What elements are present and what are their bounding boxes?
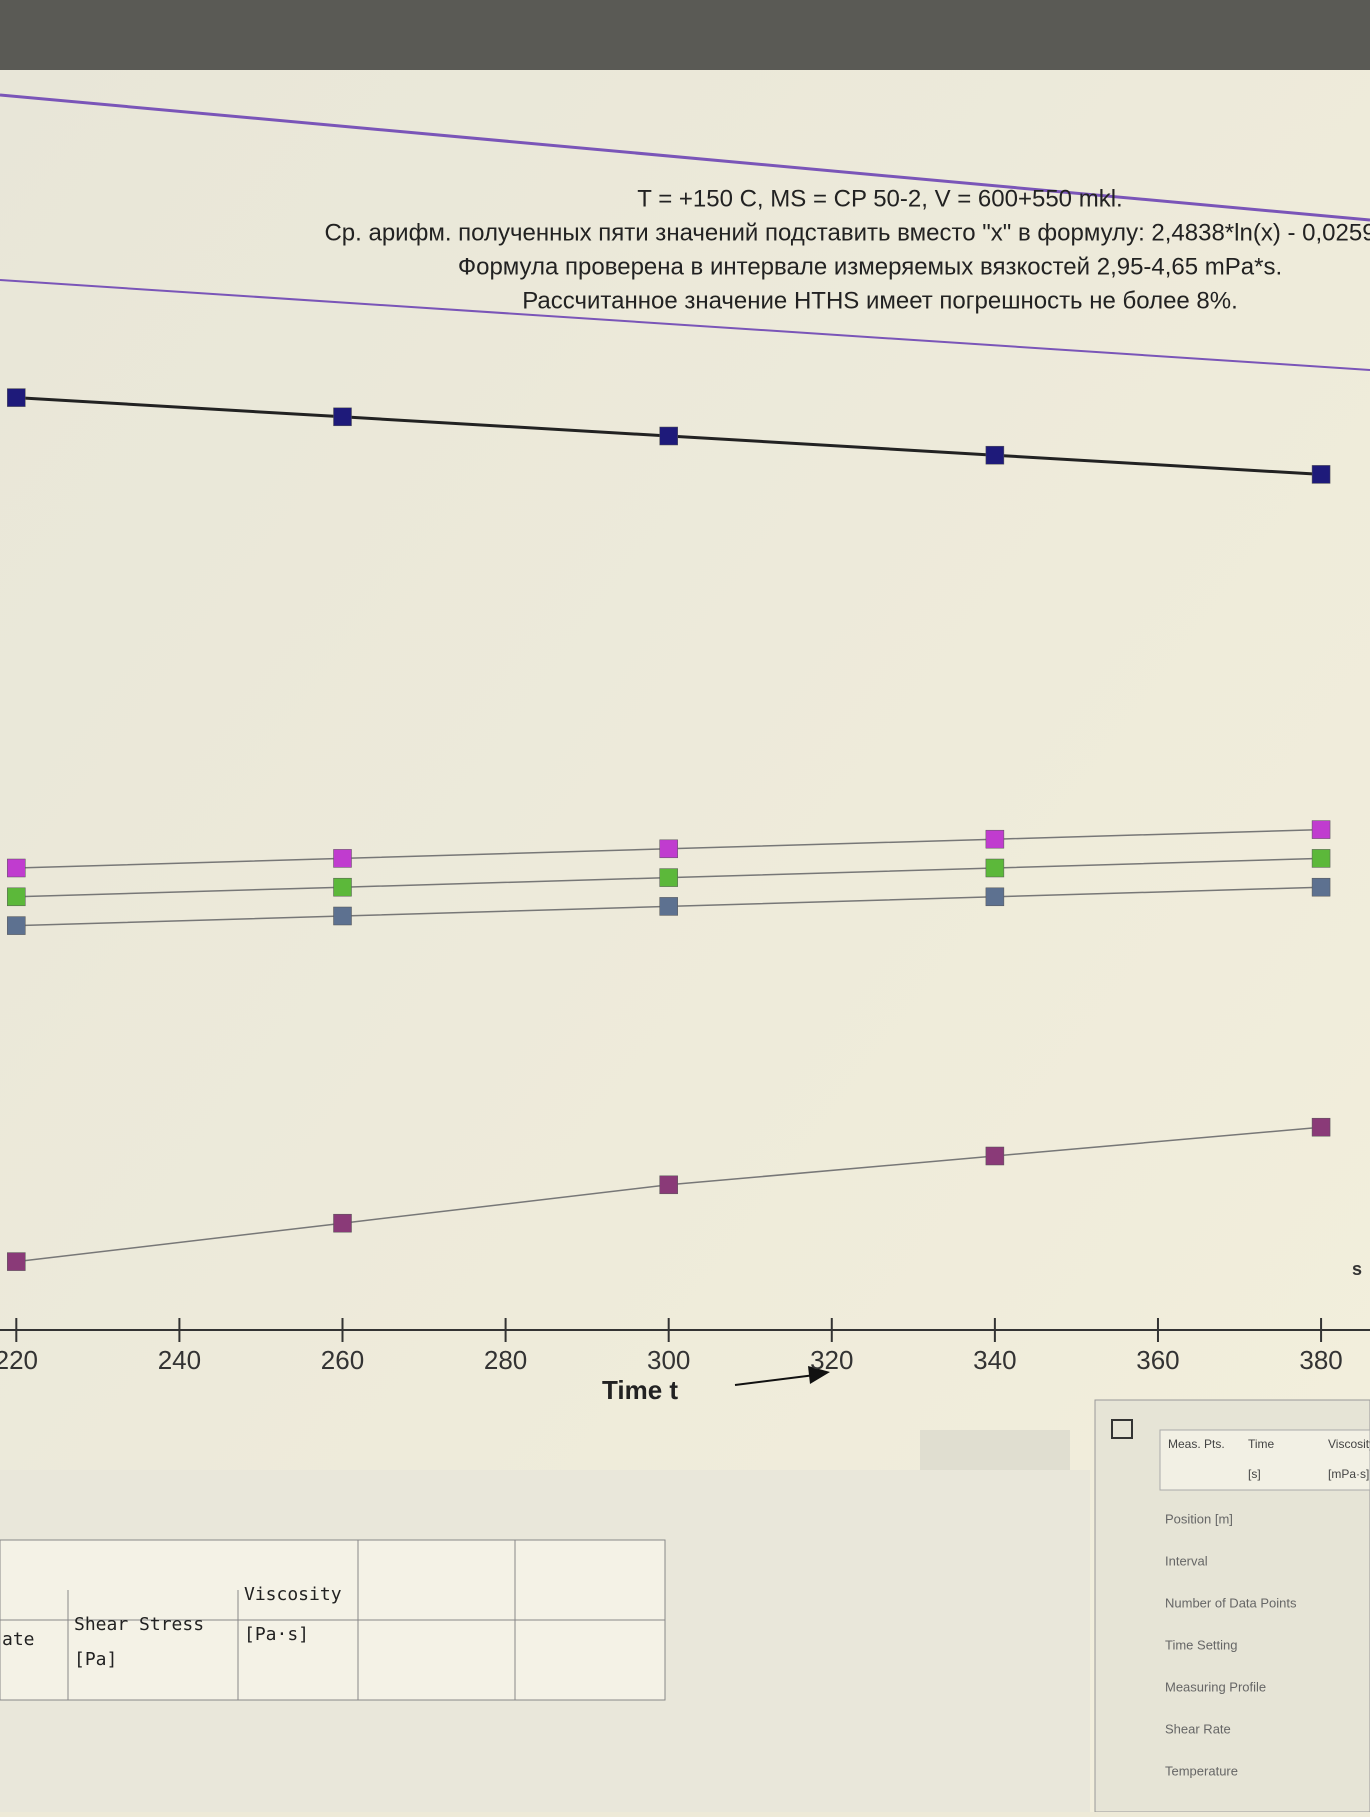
arrow — [734, 1374, 816, 1386]
data-point — [659, 839, 678, 859]
x-tick-label: 300 — [647, 1345, 690, 1375]
data-point — [7, 388, 26, 407]
header-line: Ср. арифм. полученных пяти значений подс… — [324, 219, 1370, 246]
x-unit: s — [1352, 1259, 1362, 1279]
header-line: T = +150 C, MS = CP 50-2, V = 600+550 mk… — [637, 185, 1122, 212]
window-border — [0, 93, 1370, 222]
panel-field: Number of Data Points — [1165, 1595, 1297, 1610]
data-point — [333, 849, 352, 868]
x-tick-label: 340 — [973, 1345, 1016, 1375]
data-point — [333, 877, 352, 897]
x-tick-label: 260 — [321, 1345, 364, 1375]
data-point — [659, 897, 678, 916]
data-point — [985, 829, 1005, 849]
table-window: ate Shear Stress Viscosity [Pa] [Pa·s] — [0, 1430, 1090, 1812]
data-point — [985, 887, 1005, 907]
data-point — [1311, 820, 1331, 839]
panel-column: Time — [1248, 1437, 1275, 1451]
panel-column: Meas. Pts. — [1168, 1437, 1225, 1451]
x-tick-label: 280 — [484, 1345, 527, 1375]
panel-icon — [1111, 1419, 1133, 1439]
panel-field: Time Setting — [1165, 1637, 1238, 1652]
data-point — [333, 906, 352, 926]
data-point — [1311, 465, 1331, 484]
data-point — [1311, 849, 1331, 868]
header-line: Формула проверена в интервале измеряемых… — [458, 253, 1282, 280]
table-unit: [Pa] — [74, 1649, 117, 1670]
data-point — [659, 426, 678, 446]
table-unit: [Pa·s] — [244, 1624, 309, 1645]
panel-field: Interval — [1165, 1553, 1208, 1568]
table-header: Viscosity — [244, 1584, 342, 1605]
window-buttons — [920, 1430, 1070, 1470]
table-header: Shear Stress — [74, 1614, 204, 1635]
header-separator — [0, 279, 1370, 371]
bezel — [0, 0, 1370, 70]
panel-field: Measuring Profile — [1165, 1679, 1266, 1694]
x-tick-label: 240 — [158, 1345, 201, 1375]
x-tick-label: 380 — [1299, 1345, 1342, 1375]
data-point — [659, 1175, 678, 1195]
panel-column: Viscosity — [1328, 1437, 1370, 1451]
panel-field: Temperature — [1165, 1763, 1238, 1778]
data-point — [985, 1146, 1005, 1166]
data-point — [7, 858, 26, 878]
arrow-head — [808, 1366, 830, 1384]
panel-header — [1159, 1429, 1370, 1491]
panel-field: Shear Rate — [1165, 1721, 1231, 1736]
panel-field: Position [m] — [1165, 1511, 1233, 1526]
x-tick-label: 360 — [1136, 1345, 1179, 1375]
data-point — [985, 445, 1005, 465]
data-point — [333, 1213, 352, 1233]
side-panel: Meas. Pts. Time [s] Viscosity [mPa·s] Positio… — [1094, 1399, 1370, 1813]
data-point — [1311, 877, 1331, 897]
data-point — [333, 407, 352, 427]
header-line: Рассчитанное значение HTHS имеет погрешн… — [522, 287, 1238, 314]
data-point — [985, 858, 1005, 878]
data-point — [7, 916, 26, 935]
panel-unit: [mPa·s] — [1328, 1467, 1369, 1481]
panel-unit: [s] — [1248, 1467, 1261, 1481]
data-point — [7, 1252, 26, 1271]
header: T = +150 C, MS = CP 50-2, V = 600+550 mk… — [324, 185, 1370, 314]
data-point — [7, 887, 26, 907]
x-axis-label: Time t — [602, 1375, 678, 1405]
x-tick-label: 320 — [810, 1345, 853, 1375]
data-point — [1311, 1117, 1331, 1137]
data-point — [659, 868, 678, 887]
table-header: ate — [2, 1629, 35, 1650]
x-tick-label: 220 — [0, 1345, 38, 1375]
